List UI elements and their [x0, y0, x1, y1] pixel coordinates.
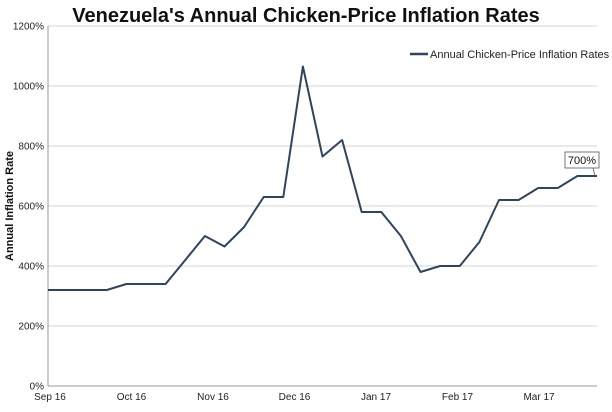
y-axis-label: Annual Inflation Rate — [4, 151, 16, 261]
axis-layer: 0% 200% 400% 600% 800% 1000% 1200% Sep 16 Oct 16… — [13, 22, 597, 403]
y-tick-label: 1000% — [13, 82, 44, 93]
y-tick-label: 200% — [18, 322, 44, 333]
annotation-box — [564, 151, 600, 169]
chart-title: Venezuela's Annual Chicken-Price Inflati… — [72, 5, 539, 27]
y-tick-label: 1200% — [13, 22, 44, 33]
y-tick-label: 0% — [30, 382, 45, 393]
x-tick-label: Oct 16 — [117, 392, 147, 403]
series-layer — [48, 65, 597, 291]
annotation-layer: 700% — [564, 151, 600, 177]
legend: Annual Chicken-Price Inflation Rates — [410, 49, 610, 61]
annotation-leader — [592, 167, 596, 177]
x-tick-label: Feb 17 — [442, 392, 474, 403]
series-line — [48, 65, 597, 291]
x-tick-label: Sep 16 — [34, 392, 66, 403]
x-tick-label: Jan 17 — [361, 392, 391, 403]
grid-layer — [48, 25, 597, 327]
y-tick-label: 400% — [18, 262, 44, 273]
x-tick-label: Dec 16 — [279, 392, 311, 403]
y-tick-label: 600% — [18, 202, 44, 213]
x-tick-label: Nov 16 — [197, 392, 229, 403]
y-tick-label: 800% — [18, 142, 44, 153]
annotation-label: 700% — [568, 155, 596, 167]
x-tick-label: Mar 17 — [523, 392, 555, 403]
legend-label: Annual Chicken-Price Inflation Rates — [430, 49, 610, 61]
